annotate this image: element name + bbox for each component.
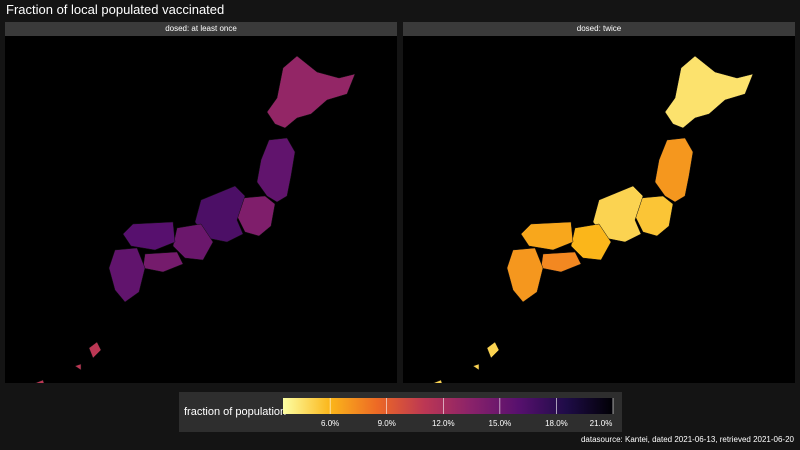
japan-map-once xyxy=(34,55,356,383)
region-kyushu xyxy=(108,247,146,303)
region-shikoku xyxy=(142,251,184,273)
map-area-once xyxy=(5,36,397,383)
data-source-caption: datasource: Kantei, dated 2021-06-13, re… xyxy=(580,435,794,444)
map-area-twice xyxy=(403,36,795,383)
colorbar-tick-label: 21.0% xyxy=(590,419,613,428)
colorbar-gradient xyxy=(283,398,613,414)
region-kanto xyxy=(236,195,276,237)
region-chugoku xyxy=(520,221,574,251)
colorbar-tick-label: 12.0% xyxy=(432,419,455,428)
region-kansai xyxy=(570,223,612,261)
legend: fraction of population 6.0% 9.0% 12.0% 15.0… xyxy=(179,392,622,432)
colorbar: 6.0% 9.0% 12.0% 15.0% 18.0% 21.0% xyxy=(283,398,614,428)
region-okinawa xyxy=(432,341,500,383)
chart-title: Fraction of local populated vaccinated xyxy=(6,2,225,17)
region-kansai xyxy=(172,223,214,261)
region-hokkaido xyxy=(266,55,356,129)
region-kanto xyxy=(634,195,674,237)
colorbar-tick-label: 9.0% xyxy=(378,419,396,428)
legend-title: fraction of population xyxy=(184,406,287,418)
region-tohoku xyxy=(654,137,694,203)
region-tohoku xyxy=(256,137,296,203)
colorbar-tick-label: 18.0% xyxy=(545,419,568,428)
facet-label-once: dosed: at least once xyxy=(5,22,397,36)
facet-panel-once: dosed: at least once xyxy=(5,22,397,383)
japan-map-twice xyxy=(432,55,754,383)
facet-panel-twice: dosed: twice xyxy=(403,22,795,383)
colorbar-tick-label: 15.0% xyxy=(489,419,512,428)
region-shikoku xyxy=(540,251,582,273)
region-hokkaido xyxy=(664,55,754,129)
facet-label-twice: dosed: twice xyxy=(403,22,795,36)
region-kyushu xyxy=(506,247,544,303)
region-chugoku xyxy=(122,221,176,251)
region-okinawa xyxy=(34,341,102,383)
colorbar-tick-label: 6.0% xyxy=(321,419,339,428)
